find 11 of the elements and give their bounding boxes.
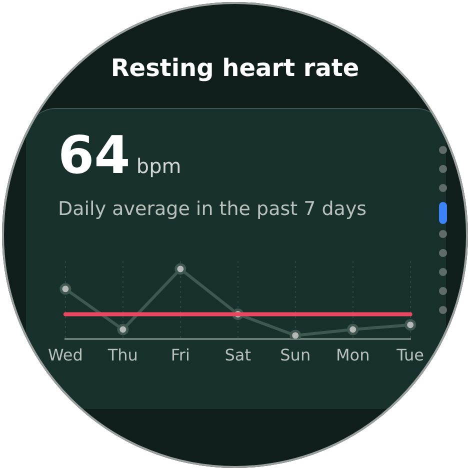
text: bpm	[136, 154, 182, 178]
x-tick-label: Tue	[396, 346, 424, 365]
x-tick-label: Fri	[170, 346, 190, 365]
x-tick-label: Mon	[336, 346, 370, 365]
x-tick-label: Thu	[106, 346, 138, 365]
chart-title: Resting heart rate	[110, 54, 360, 82]
x-tick-label: Sun	[280, 346, 311, 365]
x-tick-label: Sat	[224, 346, 252, 365]
x-tick-label: Wed	[48, 346, 83, 365]
chart-subtitle: Daily average in the past 7 days	[58, 198, 367, 220]
text: 64	[58, 126, 130, 186]
